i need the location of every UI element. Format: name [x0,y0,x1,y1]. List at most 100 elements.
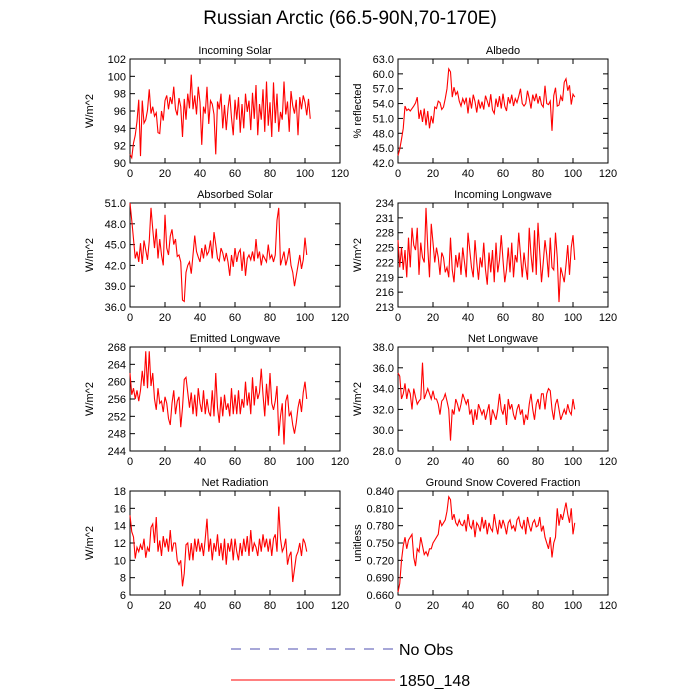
x-tick-label: 60 [229,600,241,612]
panel-net-radiation: 0 20 40 60 80 100 120 6 8 10 12 14 16 18 Net Radiation… [84,477,349,612]
x-tick-label: 40 [194,456,206,468]
y-tick-label: 234 [376,198,394,210]
x-tick-label: 80 [532,456,544,468]
y-tick-label: 94 [114,123,126,135]
x-tick-label: 20 [427,312,439,324]
panel-incoming-longwave: 0 20 40 60 80 100 120 213 216 219 222 225 228 231 234 I… [352,189,617,324]
x-tick-label: 80 [264,600,276,612]
x-tick-label: 80 [532,312,544,324]
y-tick-label: 45.0 [105,240,126,252]
y-tick-label: 63.0 [373,54,394,66]
y-tick-label: 268 [108,342,126,354]
series-line [129,506,308,587]
x-tick-label: 120 [331,456,349,468]
y-tick-label: 60.0 [373,69,394,81]
x-tick-label: 20 [159,168,171,180]
panel-title: Incoming Longwave [454,189,552,201]
x-tick-label: 80 [264,168,276,180]
x-tick-label: 100 [564,456,582,468]
y-tick-label: 42.0 [105,260,126,272]
x-tick-label: 20 [427,600,439,612]
y-tick-label: 36.0 [373,363,394,375]
x-tick-label: 20 [159,600,171,612]
y-tick-label: 216 [376,287,394,299]
panel-net-longwave: 0 20 40 60 80 100 120 28.0 30.0 32.0 34.0 36.0 38.0 N… [352,333,617,468]
y-tick-label: 8 [120,573,126,585]
x-tick-label: 40 [194,312,206,324]
y-tick-label: 42.0 [373,158,394,170]
x-tick-label: 40 [194,168,206,180]
y-tick-label: 45.0 [373,143,394,155]
y-tick-label: 219 [376,272,394,284]
series-line [397,495,576,593]
y-tick-label: 6 [120,590,126,602]
y-tick-label: 14 [114,521,126,533]
y-tick-label: 10 [114,555,126,567]
series-line [397,67,576,156]
x-tick-label: 40 [462,600,474,612]
x-tick-label: 40 [194,600,206,612]
y-tick-label: 248 [108,429,126,441]
x-tick-label: 60 [497,312,509,324]
series-line [129,74,311,160]
y-tick-label: 264 [108,359,126,371]
y-tick-label: 90 [114,158,126,170]
x-tick-label: 100 [564,168,582,180]
panel-albedo: 0 20 40 60 80 100 120 42.0 45.0 48.0 51.0 54.0 57.0 6… [352,45,617,180]
y-tick-label: 222 [376,257,394,269]
legend-label-1850-148: 1850_148 [399,673,470,690]
y-tick-label: 0.810 [366,503,394,515]
y-tick-label: 34.0 [373,384,394,396]
x-tick-label: 20 [159,456,171,468]
x-tick-label: 100 [564,312,582,324]
y-tick-label: 39.0 [105,281,126,293]
y-tick-label: 0.840 [366,486,394,498]
page-title: Russian Arctic (66.5-90N,70-170E) [203,8,497,29]
x-tick-label: 40 [462,456,474,468]
y-tick-label: 38.0 [373,342,394,354]
panel-title: Emitted Longwave [190,333,281,345]
x-tick-label: 100 [564,600,582,612]
series-line [397,362,576,441]
y-tick-label: 36.0 [105,302,126,314]
panel-ground-snow-covered-fraction: 0 20 40 60 80 100 120 0.660 0.690 0.720 0.750 0.780… [352,477,617,612]
y-tick-label: 244 [108,446,126,458]
x-tick-label: 120 [331,168,349,180]
y-tick-label: 0.660 [366,590,394,602]
y-tick-label: 16 [114,503,126,515]
x-tick-label: 40 [462,168,474,180]
panel-absorbed-solar: 0 20 40 60 80 100 120 36.0 39.0 42.0 45.0 48.0 51.0 A… [84,189,349,324]
x-tick-label: 120 [599,312,617,324]
y-axis-label: % reflected [352,83,364,138]
y-tick-label: 57.0 [373,84,394,96]
y-tick-label: 96 [114,106,126,118]
y-tick-label: 260 [108,377,126,389]
y-tick-label: 51.0 [105,198,126,210]
y-tick-label: 102 [108,54,126,66]
panel-title: Incoming Solar [198,45,272,57]
panel-incoming-solar: 0 20 40 60 80 100 120 90 92 94 96 98 100 102 Incoming … [84,45,349,180]
y-tick-label: 228 [376,228,394,240]
y-tick-label: 231 [376,213,394,225]
y-tick-label: 213 [376,302,394,314]
x-tick-label: 20 [427,456,439,468]
y-axis-label: unitless [352,524,364,562]
x-tick-label: 0 [127,600,133,612]
y-tick-label: 51.0 [373,113,394,125]
x-tick-label: 120 [331,312,349,324]
x-tick-label: 60 [497,600,509,612]
y-axis-label: W/m^2 [84,94,96,128]
y-tick-label: 32.0 [373,404,394,416]
x-tick-label: 0 [127,456,133,468]
series-line [129,202,308,303]
panel-title: Net Longwave [468,333,538,345]
panel-title: Net Radiation [202,477,269,489]
x-tick-label: 20 [159,312,171,324]
y-tick-label: 48.0 [373,128,394,140]
x-tick-label: 0 [395,168,401,180]
y-tick-label: 92 [114,141,126,153]
x-tick-label: 60 [229,168,241,180]
panel-title: Absorbed Solar [197,189,273,201]
